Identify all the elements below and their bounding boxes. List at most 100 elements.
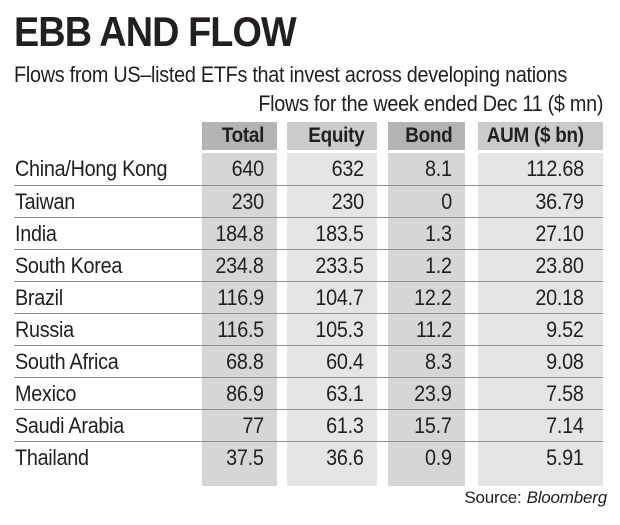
column-header-bond-label: Bond [404,124,452,147]
aum-value: 7.14 [546,412,585,438]
column-gutter [277,473,287,486]
aum-cell: 7.14 [478,410,603,441]
column-gutter [377,378,388,409]
country-cell: Mexico [14,378,202,409]
bond-value: 0.9 [425,444,452,470]
bond-value: 11.2 [416,316,452,342]
equity-value: 233.5 [315,252,364,278]
aum-cell: 112.68 [478,153,603,185]
equity-cell: 104.7 [287,282,377,313]
country-label: Russia [15,316,74,342]
source-line: Source: Bloomberg [14,488,607,508]
column-header-total: Total [202,122,277,150]
band-extension-total [202,473,277,486]
equity-value: 632 [331,156,364,181]
column-gutter [277,378,287,409]
total-cell: 230 [202,186,277,217]
column-gutter [377,346,388,377]
aum-value: 36.79 [535,188,584,214]
aum-cell: 7.58 [478,378,603,409]
period-note: Flows for the week ended Dec 11 ($ mn) [14,90,603,117]
column-gutter [465,314,478,345]
page-title: EBB AND FLOW [14,8,327,56]
bond-cell: 15.7 [388,410,465,441]
column-gutter [377,410,388,441]
column-header-aum-label: AUM ($ bn) [486,124,584,147]
country-cell: South Africa [14,346,202,377]
bond-cell: 8.1 [388,153,465,185]
band-extension-bond [388,473,465,486]
country-label: Thailand [15,444,89,470]
column-gutter [377,218,388,249]
equity-value: 63.1 [326,380,365,406]
column-gutter [377,442,388,473]
table-row-india: India 184.8 183.5 1.3 27.10 [14,217,603,249]
country-label: South Korea [15,252,123,278]
column-gutter [377,153,388,185]
period-note-text: Flows for the week ended Dec 11 ($ mn) [258,91,603,116]
bond-value: 8.1 [425,156,452,181]
country-cell: Saudi Arabia [14,410,202,441]
column-gutter [277,442,287,473]
column-gutter [465,250,478,281]
total-value: 234.8 [215,252,264,278]
country-label: South Africa [15,348,119,374]
column-gutter [465,346,478,377]
table-row-brazil: Brazil 116.9 104.7 12.2 20.18 [14,281,603,313]
table-row-taiwan: Taiwan 230 230 0 36.79 [14,185,603,217]
column-gutter [377,473,388,486]
equity-cell: 60.4 [287,346,377,377]
country-cell: India [14,218,202,249]
equity-value: 61.3 [326,412,365,438]
table-row-thailand: Thailand 37.5 36.6 0.9 5.91 [14,441,603,473]
total-cell: 86.9 [202,378,277,409]
total-value: 116.5 [217,316,264,342]
column-gutter [377,250,388,281]
total-value: 77 [242,412,265,438]
aum-cell: 20.18 [478,282,603,313]
aum-cell: 36.79 [478,186,603,217]
total-cell: 77 [202,410,277,441]
total-cell: 116.9 [202,282,277,313]
column-header-bond: Bond [388,122,465,150]
column-gutter [465,378,478,409]
bond-value: 1.2 [425,252,452,278]
equity-cell: 105.3 [287,314,377,345]
column-gutter [465,282,478,313]
column-gutter [465,442,478,473]
column-band-extension [14,473,603,486]
bond-cell: 0.9 [388,442,465,473]
aum-cell: 9.08 [478,346,603,377]
bond-value: 1.3 [425,220,452,246]
table-row-china-hong-kong: China/Hong Kong 640 632 8.1 112.68 [14,153,603,185]
column-gutter [277,250,287,281]
bond-cell: 0 [388,186,465,217]
bond-cell: 1.3 [388,218,465,249]
column-gutter [277,186,287,217]
aum-value: 5.91 [546,444,585,470]
equity-value: 36.6 [326,444,365,470]
column-gutter [277,218,287,249]
column-gutter [465,410,478,441]
column-gutter [277,410,287,441]
total-cell: 37.5 [202,442,277,473]
equity-value: 60.4 [326,348,365,374]
total-cell: 234.8 [202,250,277,281]
column-header-equity: Equity [287,122,377,150]
source-value: Bloomberg [526,488,608,507]
aum-value: 7.58 [546,380,585,406]
column-gutter [277,153,287,185]
equity-cell: 233.5 [287,250,377,281]
equity-value: 104.7 [315,284,364,310]
aum-value: 9.08 [546,348,585,374]
equity-cell: 230 [287,186,377,217]
column-header-aum: AUM ($ bn) [478,122,603,150]
table-row-russia: Russia 116.5 105.3 11.2 9.52 [14,313,603,345]
total-value: 68.8 [226,348,265,374]
equity-cell: 183.5 [287,218,377,249]
column-gutter [377,122,388,150]
country-label: Saudi Arabia [15,412,125,438]
column-gutter [277,282,287,313]
total-value: 184.8 [215,220,264,246]
band-extension-aum [478,473,603,486]
